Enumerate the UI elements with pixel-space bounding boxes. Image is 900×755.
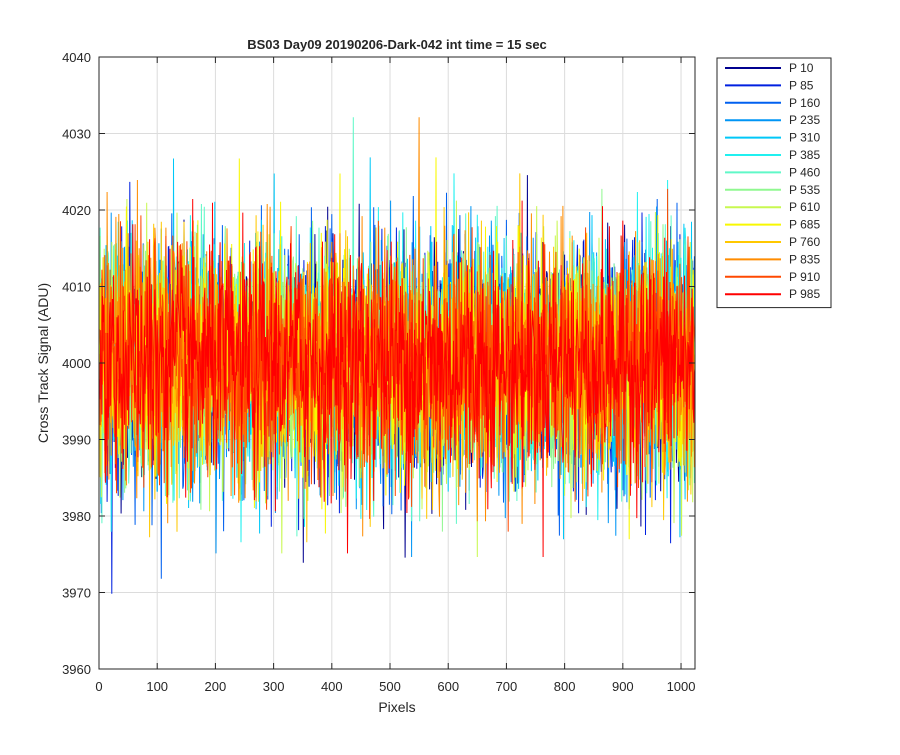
x-tick-label: 300 bbox=[263, 679, 285, 694]
legend-label: P 10 bbox=[789, 61, 814, 75]
legend-label: P 85 bbox=[789, 78, 814, 92]
y-tick-label: 3960 bbox=[62, 662, 91, 677]
x-axis-ticks: 0 100 200 300 400 500 600 700 800 900 1000 bbox=[95, 57, 695, 694]
x-tick-label: 900 bbox=[612, 679, 634, 694]
series-line-p985 bbox=[99, 198, 696, 558]
legend-label: P 385 bbox=[789, 148, 820, 162]
legend-label: P 610 bbox=[789, 200, 820, 214]
y-axis-label: Cross Track Signal (ADU) bbox=[35, 283, 51, 443]
y-tick-label: 4040 bbox=[62, 50, 91, 65]
legend-label: P 685 bbox=[789, 218, 820, 232]
x-tick-label: 800 bbox=[554, 679, 576, 694]
legend-label: P 460 bbox=[789, 165, 820, 179]
x-axis-label: Pixels bbox=[378, 699, 415, 715]
x-tick-label: 0 bbox=[95, 679, 102, 694]
legend-label: P 160 bbox=[789, 96, 820, 110]
x-tick-label: 400 bbox=[321, 679, 343, 694]
y-axis-ticks: 3960 3970 3980 3990 4000 4010 4020 4030 4040 bbox=[62, 50, 695, 677]
x-tick-label: 200 bbox=[205, 679, 227, 694]
legend-label: P 760 bbox=[789, 235, 820, 249]
x-tick-label: 500 bbox=[379, 679, 401, 694]
y-tick-label: 3980 bbox=[62, 509, 91, 524]
legend-label: P 985 bbox=[789, 287, 820, 301]
y-tick-label: 4020 bbox=[62, 203, 91, 218]
x-tick-label: 700 bbox=[496, 679, 518, 694]
legend-label: P 235 bbox=[789, 113, 820, 127]
x-tick-label: 600 bbox=[437, 679, 459, 694]
legend-box bbox=[716, 57, 832, 309]
x-tick-label: 100 bbox=[146, 679, 168, 694]
x-tick-label: 1000 bbox=[667, 679, 696, 694]
legend: P 10 P 85 P 160 P 235 P 310 P 385 P 460 P 535 P … bbox=[716, 57, 832, 309]
legend-label: P 535 bbox=[789, 183, 820, 197]
y-tick-label: 4030 bbox=[62, 127, 91, 142]
legend-label: P 835 bbox=[789, 252, 820, 266]
y-tick-label: 4010 bbox=[62, 280, 91, 295]
series-lines bbox=[99, 117, 696, 594]
y-tick-label: 3990 bbox=[62, 433, 91, 448]
y-tick-label: 3970 bbox=[62, 586, 91, 601]
legend-label: P 310 bbox=[789, 131, 820, 145]
chart-title: BS03 Day09 20190206-Dark-042 int time = … bbox=[247, 37, 547, 52]
y-tick-label: 4000 bbox=[62, 356, 91, 371]
legend-label: P 910 bbox=[789, 270, 820, 284]
